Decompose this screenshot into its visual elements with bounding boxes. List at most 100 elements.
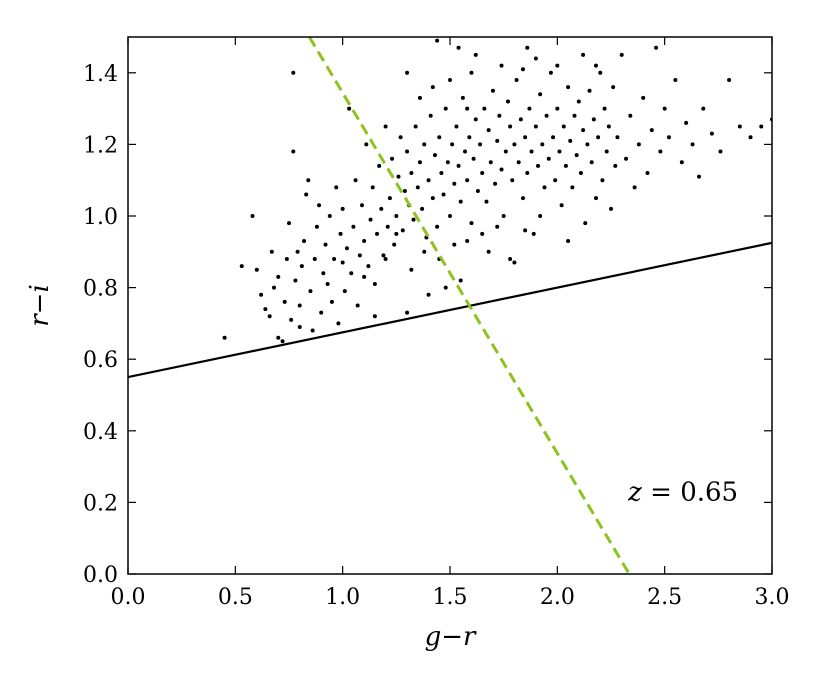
data-point xyxy=(499,63,504,68)
data-point xyxy=(329,299,334,304)
data-point xyxy=(304,192,309,197)
data-point xyxy=(291,149,296,154)
data-point xyxy=(458,278,463,283)
y-tick-label: 1.2 xyxy=(83,133,118,158)
data-point xyxy=(448,77,452,82)
x-tick-label: 1.5 xyxy=(433,585,468,610)
data-point xyxy=(456,163,461,168)
data-point xyxy=(430,85,435,90)
data-point xyxy=(276,335,281,340)
data-layer xyxy=(222,38,772,344)
data-point xyxy=(497,113,502,118)
data-point xyxy=(411,217,416,222)
data-point xyxy=(589,160,594,165)
data-point xyxy=(645,171,650,176)
data-point xyxy=(538,92,543,97)
data-point xyxy=(317,203,322,208)
data-point xyxy=(437,135,442,140)
data-point xyxy=(469,70,474,75)
data-point xyxy=(413,124,418,129)
data-point xyxy=(355,303,360,308)
data-point xyxy=(632,185,637,190)
data-point xyxy=(508,124,513,129)
data-point xyxy=(512,142,517,147)
data-point xyxy=(499,167,504,172)
data-point xyxy=(585,142,590,147)
data-point xyxy=(422,249,427,254)
data-point xyxy=(490,88,495,93)
data-point xyxy=(409,267,414,272)
data-point xyxy=(709,131,714,136)
data-point xyxy=(302,239,307,244)
data-point xyxy=(546,156,551,161)
data-point xyxy=(282,299,287,304)
y-axis-title: r−i xyxy=(25,284,55,327)
data-point xyxy=(452,181,457,186)
data-point xyxy=(684,120,689,125)
data-point xyxy=(400,228,405,233)
data-point xyxy=(510,178,515,183)
data-point xyxy=(465,106,470,111)
data-point xyxy=(357,253,362,258)
x-tick-label: 0.0 xyxy=(111,585,146,610)
data-point xyxy=(284,256,289,261)
data-point xyxy=(641,95,646,100)
data-point xyxy=(336,321,341,326)
data-point xyxy=(596,135,601,140)
data-point xyxy=(342,289,347,294)
data-point xyxy=(269,249,274,254)
data-point xyxy=(445,160,450,165)
data-point xyxy=(568,138,573,143)
data-point xyxy=(396,174,401,179)
data-point xyxy=(383,124,388,129)
data-point xyxy=(581,128,586,133)
data-point xyxy=(505,99,510,104)
data-point xyxy=(417,160,422,165)
data-point xyxy=(297,324,302,329)
y-tick-label: 0.4 xyxy=(83,420,118,445)
y-tick-label: 1.0 xyxy=(83,205,118,230)
data-point xyxy=(654,45,659,50)
annotation-variable: z xyxy=(627,478,642,508)
data-point xyxy=(473,117,478,122)
data-point xyxy=(613,163,618,168)
data-point xyxy=(690,142,695,147)
data-point xyxy=(321,271,326,276)
data-point xyxy=(347,106,352,111)
solid-line xyxy=(128,241,772,379)
data-point xyxy=(383,256,388,261)
data-point xyxy=(405,70,410,75)
data-point xyxy=(349,271,354,276)
data-point xyxy=(405,310,410,315)
data-point xyxy=(312,256,317,261)
data-point xyxy=(576,99,581,104)
data-point xyxy=(454,124,459,129)
data-point xyxy=(737,124,742,129)
data-point xyxy=(516,160,521,165)
data-point xyxy=(450,142,455,147)
data-point xyxy=(465,239,470,244)
data-point xyxy=(523,228,528,233)
data-point xyxy=(488,160,493,165)
data-point xyxy=(432,153,437,158)
data-point xyxy=(583,221,588,226)
data-point xyxy=(555,106,560,111)
data-point xyxy=(368,217,373,222)
redshift-annotation: z = 0.65 xyxy=(627,478,738,508)
data-point xyxy=(673,77,678,82)
data-point xyxy=(611,85,616,90)
data-point xyxy=(428,113,433,118)
y-tick-label: 1.4 xyxy=(83,62,118,87)
data-point xyxy=(267,314,272,319)
data-point xyxy=(344,246,349,251)
data-point xyxy=(259,292,264,297)
data-point xyxy=(372,282,377,287)
data-point xyxy=(465,178,470,183)
data-point xyxy=(439,171,444,176)
x-axis-title: g−r xyxy=(425,622,477,652)
data-point xyxy=(570,185,575,190)
data-point xyxy=(523,135,528,140)
data-point xyxy=(338,231,343,236)
y-tick-label: 0.6 xyxy=(83,348,118,373)
